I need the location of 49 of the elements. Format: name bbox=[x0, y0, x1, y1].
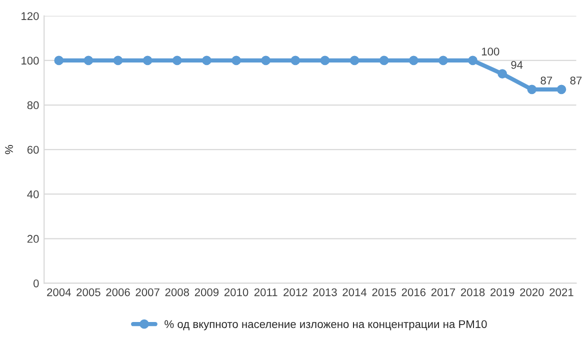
x-tick-label: 2013 bbox=[313, 288, 337, 296]
y-tick-label: 40 bbox=[27, 190, 39, 198]
point bbox=[527, 84, 537, 94]
x-tick-label: 2014 bbox=[342, 288, 367, 296]
x-tick-label: 2011 bbox=[254, 288, 278, 296]
point bbox=[142, 56, 152, 66]
x-tick-label: 2007 bbox=[136, 288, 160, 296]
x-tick-label: 2017 bbox=[431, 288, 456, 296]
x-tick-label: 2018 bbox=[460, 288, 485, 296]
point bbox=[84, 56, 94, 66]
y-tick-label: 60 bbox=[27, 146, 39, 154]
data-label: 100 bbox=[482, 48, 500, 56]
point bbox=[172, 56, 182, 66]
point bbox=[113, 56, 123, 66]
point bbox=[408, 56, 418, 66]
point bbox=[232, 56, 241, 66]
point bbox=[290, 56, 300, 66]
legend-label: % од вкупното население изложено на концентрации на PM10 bbox=[164, 320, 487, 330]
data-label: 94 bbox=[511, 60, 523, 69]
x-tick-label: 2009 bbox=[194, 288, 219, 296]
y-tick-label: 120 bbox=[22, 12, 39, 20]
x-tick-label: 2006 bbox=[106, 288, 130, 296]
x-tick-label: 2019 bbox=[490, 288, 514, 296]
x-tick-label: 2012 bbox=[284, 288, 308, 296]
point bbox=[468, 56, 478, 66]
point bbox=[556, 84, 566, 94]
x-tick-label: 2004 bbox=[47, 288, 71, 296]
y-tick-label: 80 bbox=[27, 101, 39, 110]
y-axis-title: % bbox=[5, 145, 13, 154]
x-tick-label: 2020 bbox=[520, 288, 544, 296]
y-tick-label: 0 bbox=[33, 279, 39, 288]
point bbox=[350, 56, 360, 66]
x-tick-label: 2016 bbox=[402, 288, 426, 296]
x-tick-label: 2021 bbox=[550, 288, 574, 296]
x-tick-label: 2015 bbox=[372, 288, 396, 296]
data-label: 87 bbox=[540, 76, 552, 84]
data-label: 87 bbox=[570, 76, 582, 84]
point bbox=[320, 56, 330, 66]
x-tick-label: 2005 bbox=[76, 288, 100, 296]
point bbox=[498, 69, 508, 79]
point bbox=[54, 56, 64, 66]
x-tick-label: 2008 bbox=[165, 288, 190, 296]
point bbox=[438, 56, 448, 66]
y-tick-label: 100 bbox=[22, 56, 39, 65]
x-tick-label: 2010 bbox=[224, 288, 248, 296]
y-tick-label: 20 bbox=[27, 234, 39, 243]
point bbox=[202, 56, 212, 66]
point bbox=[379, 56, 389, 66]
point bbox=[261, 56, 271, 66]
